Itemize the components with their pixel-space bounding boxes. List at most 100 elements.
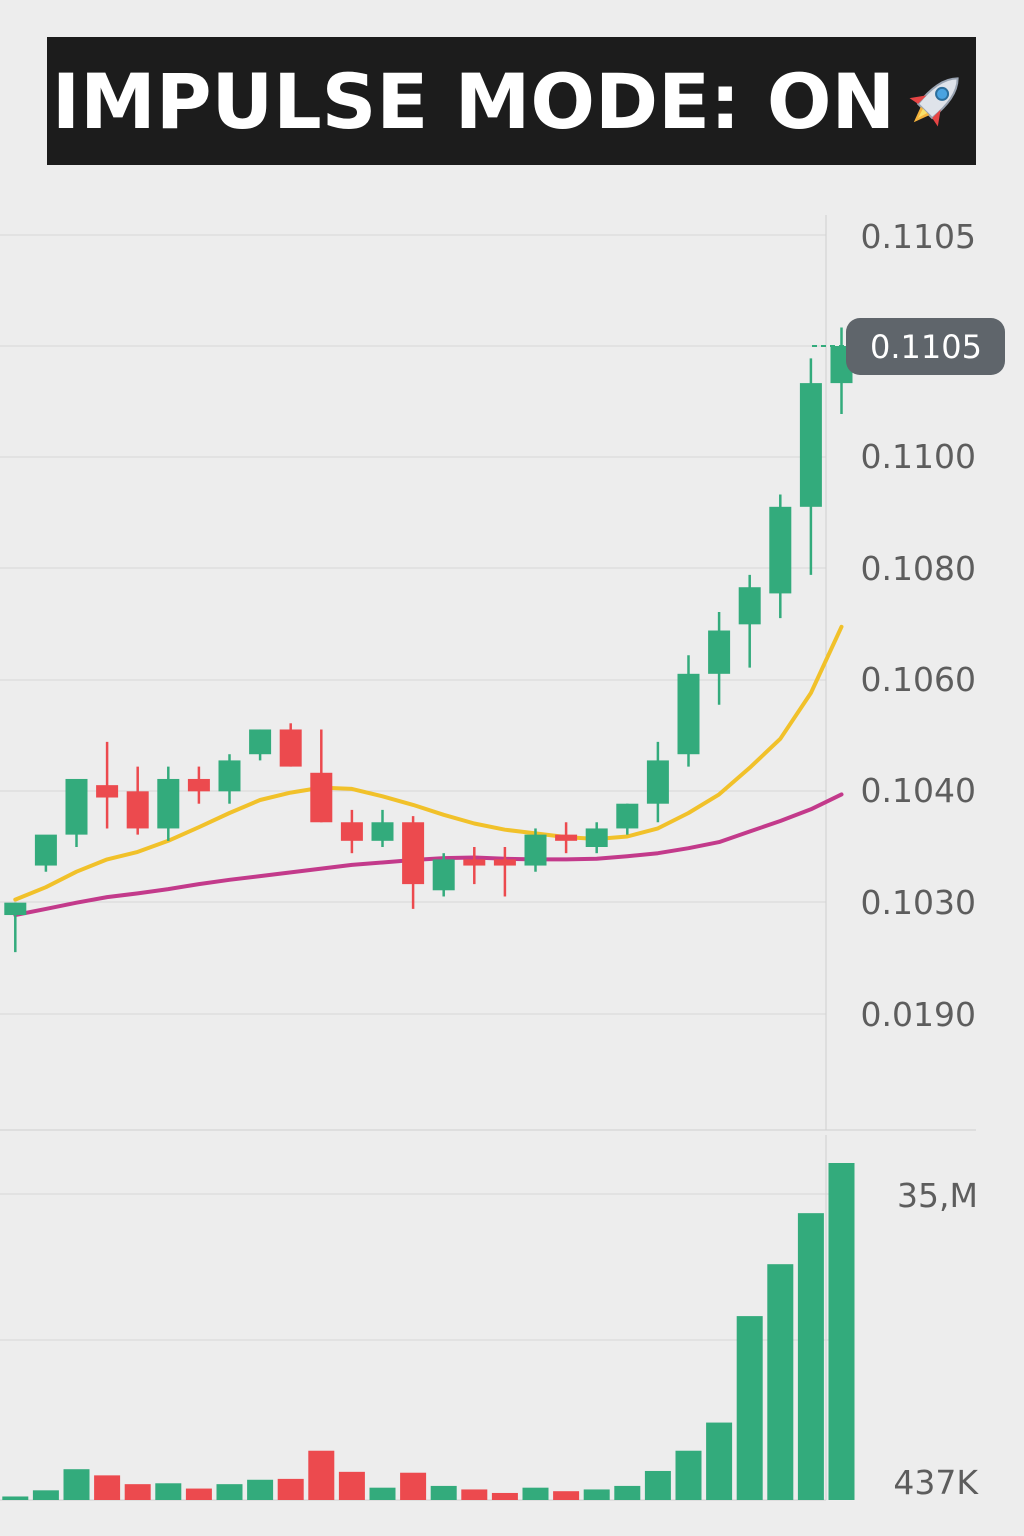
candle-body <box>616 803 639 829</box>
volume-bar <box>216 1484 243 1500</box>
moving-averages <box>13 624 844 917</box>
volume-bar <box>32 1490 59 1500</box>
candle <box>524 828 547 872</box>
candle-body <box>463 859 486 866</box>
candle-body <box>677 673 700 755</box>
candle-body <box>340 822 363 841</box>
candle <box>493 847 516 897</box>
volume-bar <box>185 1488 212 1500</box>
candle <box>4 902 27 953</box>
candle-body <box>279 729 302 767</box>
candle <box>402 816 425 909</box>
volume-bar <box>277 1478 304 1500</box>
candle <box>769 494 792 619</box>
candle-body <box>65 778 88 835</box>
volume-bar <box>63 1469 90 1500</box>
candle <box>157 766 180 841</box>
volume-bar <box>430 1485 457 1500</box>
price-tick-label: 0.1030 <box>861 883 976 922</box>
volume-bar <box>797 1213 824 1500</box>
candle-body <box>738 587 761 625</box>
candle-body <box>646 760 669 804</box>
volume-bar <box>614 1485 641 1500</box>
volume-bar <box>124 1484 151 1500</box>
volume-bar <box>767 1264 794 1500</box>
price-tick-label: 0.1105 <box>861 217 976 256</box>
volume-bar <box>338 1471 365 1500</box>
candle <box>126 766 149 835</box>
candle <box>310 729 333 823</box>
current-price-marker: 0.1105 <box>812 318 1005 375</box>
grid <box>0 234 848 1341</box>
candle <box>249 729 272 761</box>
candle-body <box>310 772 333 823</box>
ma-slow-line <box>13 792 844 917</box>
volume-bar <box>308 1450 335 1500</box>
volume-axis: 35,M 437K <box>893 1176 979 1502</box>
candle-body <box>555 834 578 841</box>
volume-bar <box>247 1479 274 1500</box>
candle <box>187 766 210 804</box>
candle <box>708 611 731 705</box>
candle-body <box>96 785 119 798</box>
candle-body <box>493 859 516 866</box>
candle <box>34 834 57 872</box>
volume-bar <box>736 1316 763 1500</box>
price-tick-label: 0.0190 <box>861 995 976 1034</box>
candle <box>738 574 761 668</box>
candle <box>96 741 119 829</box>
candle-body <box>34 834 57 866</box>
price-tick-label: 0.1060 <box>861 660 976 699</box>
price-tick-label: 0.1080 <box>861 549 976 588</box>
current-price-value: 0.1105 <box>870 328 982 366</box>
candle-body <box>402 822 425 885</box>
candle-body <box>585 828 608 847</box>
volume-tick-label: 35,M <box>897 1176 978 1215</box>
price-tick-label: 0.1040 <box>861 771 976 810</box>
page-title: IMPULSE MODE: ON <box>51 56 896 146</box>
volume-bar <box>706 1422 733 1500</box>
candle <box>65 778 88 847</box>
volume-bar <box>94 1475 121 1500</box>
candle <box>432 853 455 897</box>
volume-bar <box>400 1472 427 1500</box>
candle <box>340 809 363 854</box>
candle <box>616 803 639 835</box>
volume-bar <box>461 1489 488 1500</box>
volume-bar <box>491 1492 518 1500</box>
volume-bar <box>644 1470 671 1500</box>
volume-tick-label: 437K <box>893 1463 979 1502</box>
current-price-badge <box>846 318 1005 375</box>
price-axis: 0.1105 0.1100 0.1080 0.1060 0.1040 0.103… <box>861 217 976 1034</box>
candle-body <box>249 729 272 755</box>
volume-bars <box>2 1163 855 1500</box>
candle-body <box>432 859 455 891</box>
candle-body <box>524 834 547 866</box>
volume-bar <box>583 1489 610 1500</box>
volume-bar <box>675 1450 702 1500</box>
candle-body <box>187 778 210 792</box>
candle-body <box>799 383 822 507</box>
volume-bar <box>828 1163 855 1500</box>
volume-bar <box>522 1487 549 1500</box>
candle <box>371 809 394 847</box>
title-banner: IMPULSE MODE: ON <box>47 37 976 165</box>
candle <box>463 847 486 885</box>
volume-bar <box>553 1491 580 1500</box>
candle-body <box>126 791 149 829</box>
candle-body <box>708 630 731 674</box>
candle <box>279 723 302 767</box>
ma-fast-line <box>13 624 844 902</box>
candles <box>4 327 853 953</box>
candle <box>646 741 669 823</box>
candle-body <box>157 778 180 829</box>
price-tick-label: 0.1100 <box>861 437 976 476</box>
rocket-icon <box>909 77 959 127</box>
candle <box>555 822 578 854</box>
candle <box>585 822 608 854</box>
volume-bar <box>369 1487 396 1500</box>
candle <box>799 358 822 575</box>
candle <box>677 655 700 767</box>
candle-body <box>218 760 241 792</box>
